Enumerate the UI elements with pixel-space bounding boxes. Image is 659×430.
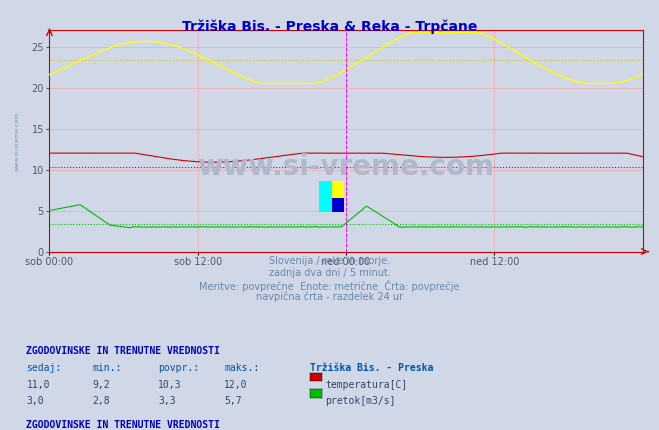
Text: pretok[m3/s]: pretok[m3/s] <box>326 396 396 406</box>
Bar <box>320 181 331 212</box>
Text: sedaj:: sedaj: <box>26 363 61 373</box>
Bar <box>331 181 344 198</box>
Text: 2,8: 2,8 <box>92 396 110 406</box>
Text: 9,2: 9,2 <box>92 380 110 390</box>
Text: min.:: min.: <box>92 363 122 373</box>
Text: Slovenija / reke in morje.: Slovenija / reke in morje. <box>269 256 390 266</box>
Text: maks.:: maks.: <box>224 363 259 373</box>
Text: povpr.:: povpr.: <box>158 363 199 373</box>
Text: Tržiška Bis. - Preska: Tržiška Bis. - Preska <box>310 363 433 373</box>
Text: Meritve: povprečne  Enote: metrične  Črta: povprečje: Meritve: povprečne Enote: metrične Črta:… <box>199 280 460 292</box>
Text: 10,3: 10,3 <box>158 380 182 390</box>
Text: navpična črta - razdelek 24 ur: navpična črta - razdelek 24 ur <box>256 292 403 302</box>
Text: 12,0: 12,0 <box>224 380 248 390</box>
Text: www.si-vreme.com: www.si-vreme.com <box>198 154 494 181</box>
Text: zadnja dva dni / 5 minut.: zadnja dva dni / 5 minut. <box>269 268 390 278</box>
Text: 3,0: 3,0 <box>26 396 44 406</box>
Text: 11,0: 11,0 <box>26 380 50 390</box>
Text: temperatura[C]: temperatura[C] <box>326 380 408 390</box>
Text: 5,7: 5,7 <box>224 396 242 406</box>
Text: 3,3: 3,3 <box>158 396 176 406</box>
Text: www.si-vreme.com: www.si-vreme.com <box>14 111 19 171</box>
Text: ZGODOVINSKE IN TRENUTNE VREDNOSTI: ZGODOVINSKE IN TRENUTNE VREDNOSTI <box>26 420 220 430</box>
Text: ZGODOVINSKE IN TRENUTNE VREDNOSTI: ZGODOVINSKE IN TRENUTNE VREDNOSTI <box>26 346 220 356</box>
Bar <box>331 198 344 212</box>
Text: Tržiška Bis. - Preska & Reka - Trpčane: Tržiška Bis. - Preska & Reka - Trpčane <box>182 19 477 34</box>
